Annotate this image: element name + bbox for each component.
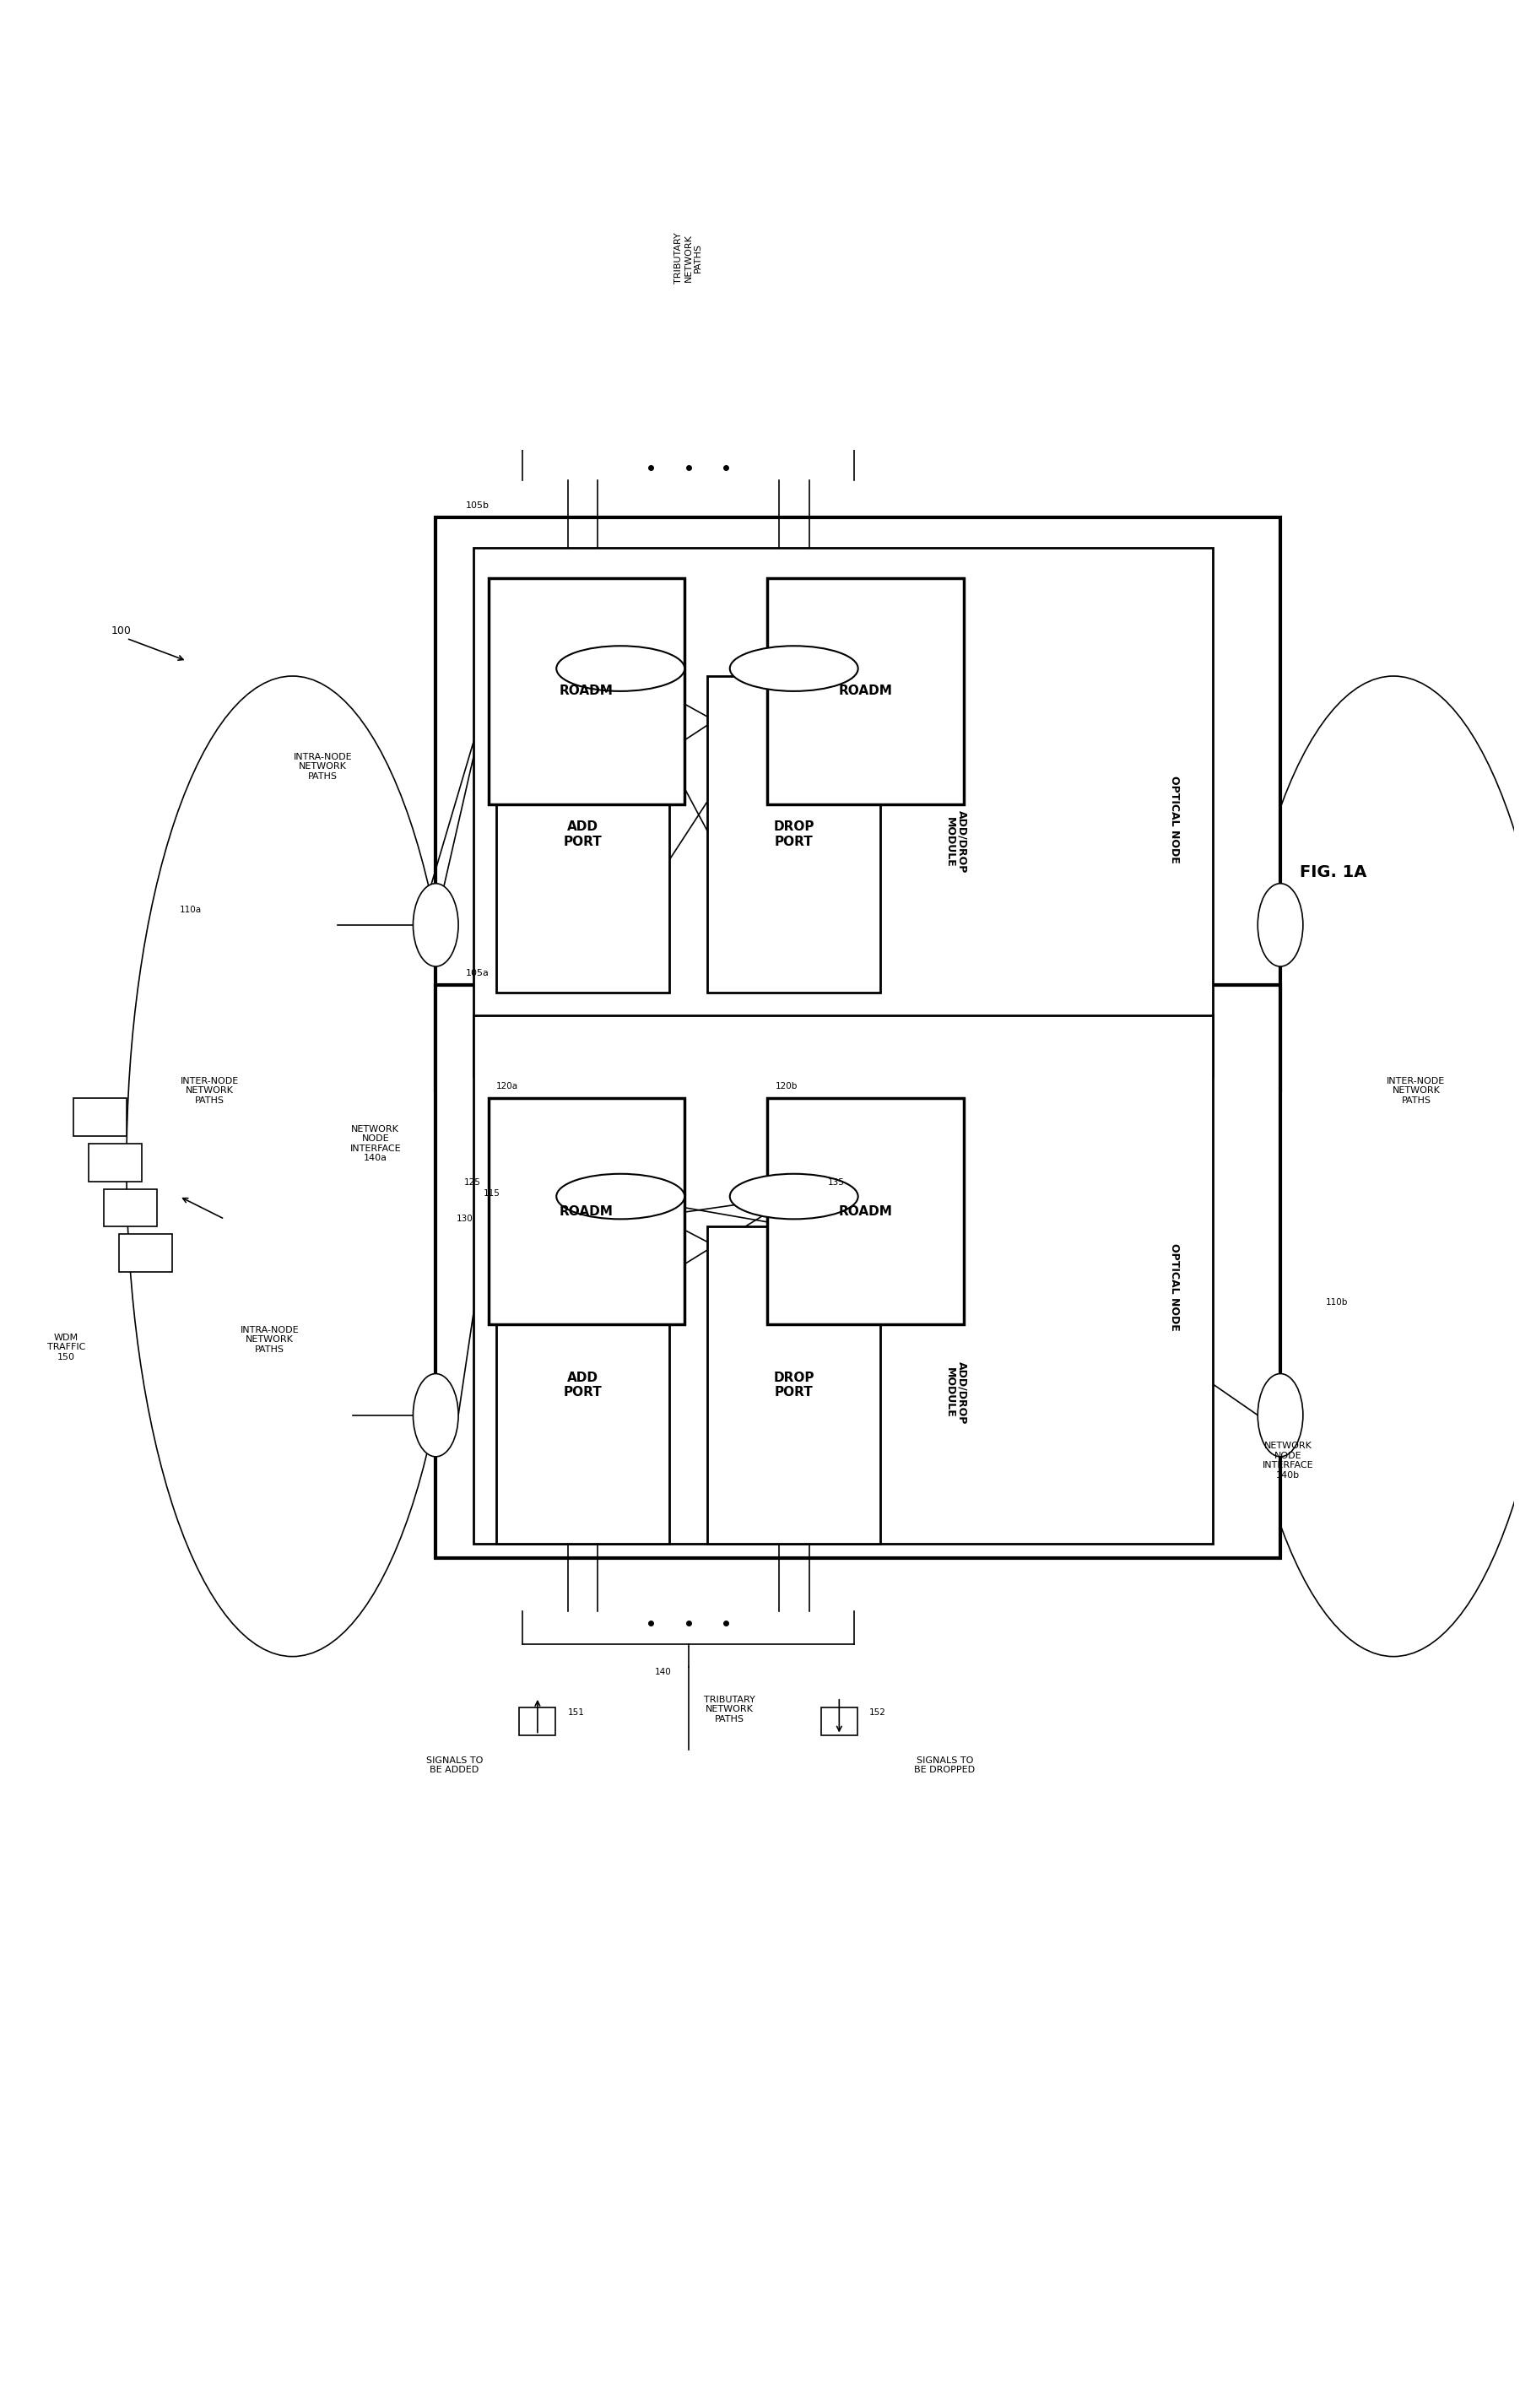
Text: INTER-NODE
NETWORK
PATHS: INTER-NODE NETWORK PATHS [1386, 1076, 1446, 1105]
Text: TRIBUTARY
NETWORK
PATHS: TRIBUTARY NETWORK PATHS [675, 234, 702, 284]
Text: FIG. 1A: FIG. 1A [1300, 864, 1366, 881]
Bar [496, 1226, 669, 1544]
Text: 125: 125 [464, 1178, 480, 1187]
Bar [707, 1226, 880, 1544]
Bar [436, 518, 1280, 1091]
Text: SIGNALS TO
BE DROPPED: SIGNALS TO BE DROPPED [915, 1755, 976, 1775]
Ellipse shape [730, 1173, 857, 1218]
Text: 130: 130 [456, 1216, 473, 1223]
Bar [707, 677, 880, 992]
Ellipse shape [413, 884, 459, 966]
Bar [103, 1190, 157, 1226]
Text: 152: 152 [869, 1707, 886, 1717]
Text: DROP
PORT: DROP PORT [774, 1370, 815, 1399]
Bar [74, 1098, 126, 1137]
Bar [821, 1707, 857, 1734]
Text: ROADM: ROADM [839, 1206, 892, 1218]
Text: TRIBUTARY
NETWORK
PATHS: TRIBUTARY NETWORK PATHS [704, 1695, 755, 1724]
Bar [488, 578, 684, 804]
Ellipse shape [556, 1173, 684, 1218]
Bar [436, 985, 1280, 1558]
Bar [520, 1707, 556, 1734]
Text: WDM
TRAFFIC
150: WDM TRAFFIC 150 [47, 1334, 85, 1361]
Bar [768, 578, 964, 804]
Text: ADD/DROP
MODULE: ADD/DROP MODULE [944, 1361, 968, 1423]
Text: 115: 115 [483, 1190, 500, 1197]
Bar [473, 549, 1213, 1076]
Ellipse shape [556, 645, 684, 691]
Text: ROADM: ROADM [839, 684, 892, 698]
Text: 105b: 105b [467, 501, 489, 510]
Text: ROADM: ROADM [559, 684, 614, 698]
Text: INTRA-NODE
NETWORK
PATHS: INTRA-NODE NETWORK PATHS [240, 1327, 299, 1353]
Text: ROADM: ROADM [559, 1206, 614, 1218]
Ellipse shape [1257, 884, 1303, 966]
Text: 140: 140 [655, 1666, 672, 1676]
Text: INTER-NODE
NETWORK
PATHS: INTER-NODE NETWORK PATHS [181, 1076, 239, 1105]
Text: 105a: 105a [467, 968, 489, 978]
Text: 110a: 110a [179, 905, 201, 915]
Text: 151: 151 [567, 1707, 585, 1717]
Ellipse shape [1257, 1373, 1303, 1457]
Text: ADD
PORT: ADD PORT [564, 821, 602, 848]
Text: SIGNALS TO
BE ADDED: SIGNALS TO BE ADDED [426, 1755, 483, 1775]
Text: INTRA-NODE
NETWORK
PATHS: INTRA-NODE NETWORK PATHS [293, 754, 353, 780]
Text: NETWORK
NODE
INTERFACE
140a: NETWORK NODE INTERFACE 140a [350, 1125, 401, 1163]
Text: 120a: 120a [496, 1081, 518, 1091]
Text: NETWORK
NODE
INTERFACE
140b: NETWORK NODE INTERFACE 140b [1262, 1442, 1313, 1479]
Text: OPTICAL NODE: OPTICAL NODE [1169, 1243, 1180, 1332]
Text: 120b: 120b [775, 1081, 798, 1091]
Text: 110b: 110b [1325, 1298, 1348, 1305]
Bar [496, 677, 669, 992]
Ellipse shape [730, 645, 857, 691]
Text: ADD/DROP
MODULE: ADD/DROP MODULE [944, 811, 968, 874]
Ellipse shape [413, 1373, 459, 1457]
Bar [488, 1098, 684, 1324]
Text: ADD
PORT: ADD PORT [564, 1370, 602, 1399]
Text: 135: 135 [828, 1178, 845, 1187]
Bar [88, 1144, 141, 1182]
Bar [473, 1016, 1213, 1544]
Text: DROP
PORT: DROP PORT [774, 821, 815, 848]
Text: 100: 100 [111, 626, 132, 636]
Bar [119, 1235, 172, 1271]
Bar [768, 1098, 964, 1324]
Text: OPTICAL NODE: OPTICAL NODE [1169, 775, 1180, 862]
